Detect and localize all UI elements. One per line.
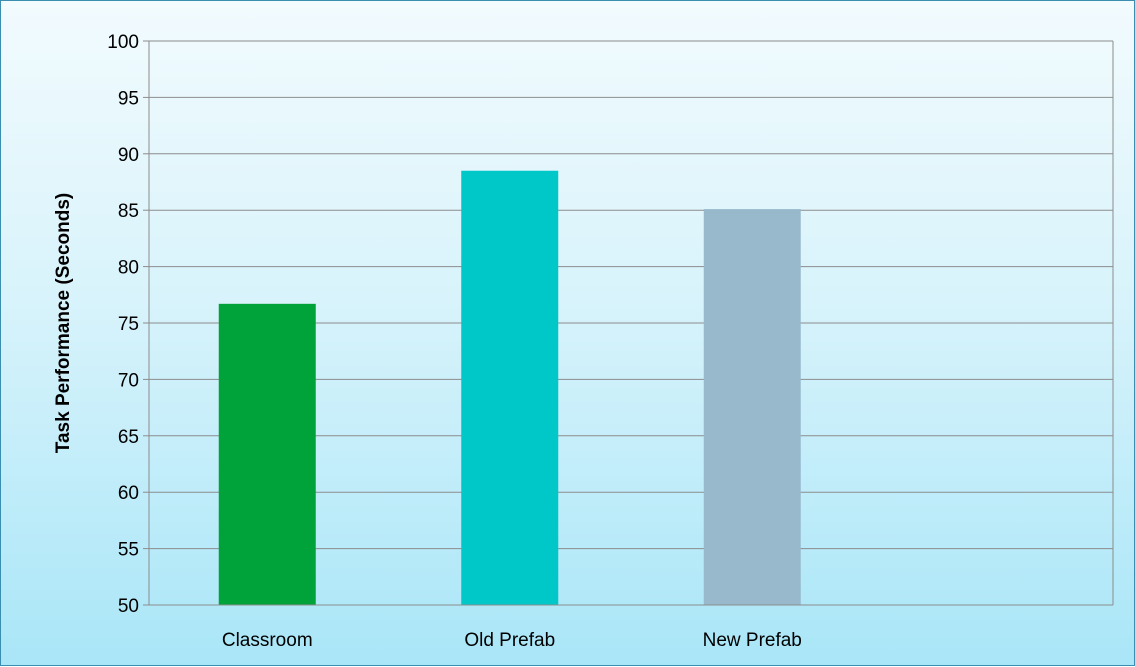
y-tick-label: 75	[118, 314, 139, 335]
y-tick-label: 90	[118, 145, 139, 166]
y-tick-label: 50	[118, 596, 139, 617]
y-axis-title: Task Performance (Seconds)	[53, 193, 74, 453]
labels: 50 55 60 65 70 75 80 85 90 95 100 Classroom Old Pref…	[107, 32, 802, 651]
axes	[143, 40, 1114, 606]
bar	[461, 170, 559, 605]
y-tick-label: 70	[118, 370, 139, 391]
bar	[703, 209, 801, 605]
bar	[218, 303, 316, 605]
x-category-label: Old Prefab	[464, 630, 555, 651]
y-tick-label: 95	[118, 88, 139, 109]
x-category-label: New Prefab	[703, 630, 802, 651]
x-category-label: Classroom	[222, 630, 313, 651]
y-tick-label: 65	[118, 427, 139, 448]
y-tick-label: 85	[118, 201, 139, 222]
y-tick-label: 60	[118, 483, 139, 504]
y-tick-label: 80	[118, 258, 139, 279]
y-tick-label: 55	[118, 540, 139, 561]
y-tick-label: 100	[107, 32, 139, 53]
bars	[218, 170, 801, 605]
